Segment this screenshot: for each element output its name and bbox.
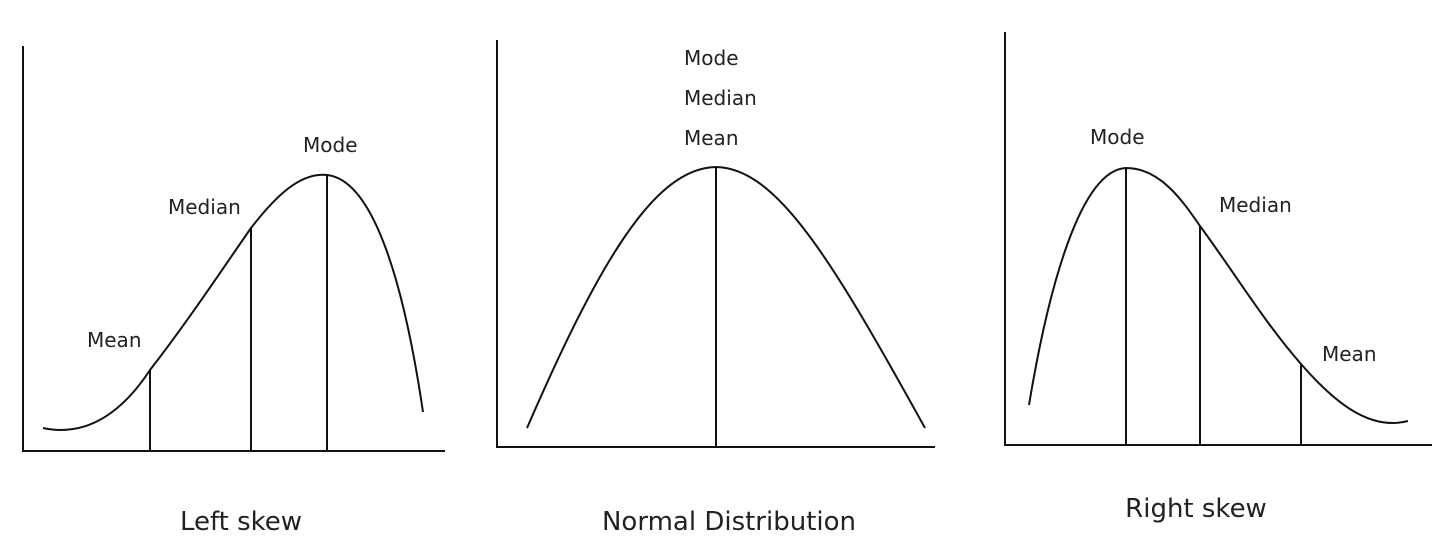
left-skew-mean-label: Mean — [87, 328, 142, 352]
normal-median-label: Median — [684, 86, 757, 110]
normal-mean-label: Mean — [684, 126, 739, 150]
right-skew-mean-label: Mean — [1322, 342, 1377, 366]
panel-normal: Mode Median Mean Normal Distribution — [496, 40, 935, 537]
left-skew-caption: Left skew — [180, 507, 302, 537]
left-skew-mode-label: Mode — [303, 133, 358, 157]
right-skew-caption: Right skew — [1125, 494, 1267, 524]
normal-caption: Normal Distribution — [602, 507, 856, 537]
right-skew-curve — [1028, 166, 1409, 424]
normal-mode-label: Mode — [684, 46, 739, 70]
left-skew-median-label: Median — [168, 195, 241, 219]
right-skew-mode-label: Mode — [1090, 125, 1145, 149]
panel-right-skew: Mode Median Mean Right skew — [1004, 32, 1432, 524]
right-skew-axes — [1004, 32, 1432, 446]
normal-axes — [496, 40, 935, 448]
right-skew-median-label: Median — [1219, 193, 1292, 217]
left-skew-axes — [22, 46, 445, 452]
panel-left-skew: Mode Median Mean Left skew — [22, 46, 445, 537]
normal-curve — [526, 165, 926, 429]
left-skew-curve — [42, 173, 424, 431]
